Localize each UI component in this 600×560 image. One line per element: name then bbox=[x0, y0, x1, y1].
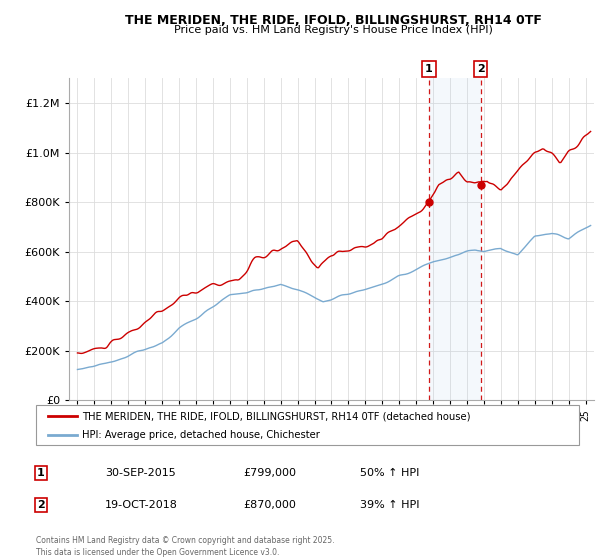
Text: Contains HM Land Registry data © Crown copyright and database right 2025.
This d: Contains HM Land Registry data © Crown c… bbox=[36, 536, 335, 557]
Text: 30-SEP-2015: 30-SEP-2015 bbox=[105, 468, 176, 478]
Text: 2: 2 bbox=[476, 64, 484, 74]
Text: 2: 2 bbox=[37, 500, 44, 510]
Text: 19-OCT-2018: 19-OCT-2018 bbox=[105, 500, 178, 510]
Bar bbox=[429, 78, 481, 400]
Text: 1: 1 bbox=[425, 64, 433, 74]
Text: 39% ↑ HPI: 39% ↑ HPI bbox=[360, 500, 419, 510]
Text: Price paid vs. HM Land Registry's House Price Index (HPI): Price paid vs. HM Land Registry's House … bbox=[173, 25, 493, 35]
Text: £870,000: £870,000 bbox=[243, 500, 296, 510]
Text: £799,000: £799,000 bbox=[243, 468, 296, 478]
Text: 1: 1 bbox=[37, 468, 44, 478]
Text: THE MERIDEN, THE RIDE, IFOLD, BILLINGSHURST, RH14 0TF (detached house): THE MERIDEN, THE RIDE, IFOLD, BILLINGSHU… bbox=[82, 411, 470, 421]
Text: 50% ↑ HPI: 50% ↑ HPI bbox=[360, 468, 419, 478]
FancyBboxPatch shape bbox=[36, 405, 579, 445]
Text: HPI: Average price, detached house, Chichester: HPI: Average price, detached house, Chic… bbox=[82, 430, 320, 440]
Text: THE MERIDEN, THE RIDE, IFOLD, BILLINGSHURST, RH14 0TF: THE MERIDEN, THE RIDE, IFOLD, BILLINGSHU… bbox=[125, 14, 541, 27]
